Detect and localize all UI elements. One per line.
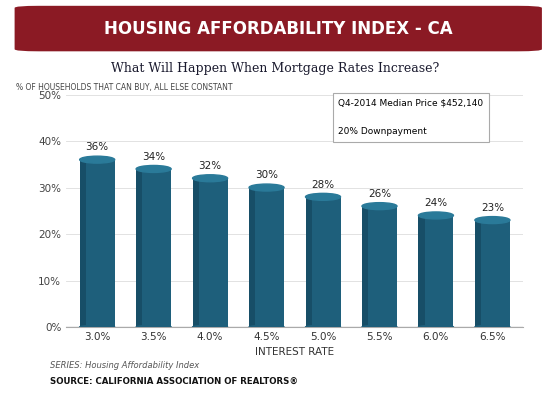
Text: SOURCE: CALIFORNIA ASSOCIATION OF REALTORS®: SOURCE: CALIFORNIA ASSOCIATION OF REALTO…	[50, 377, 298, 386]
Text: 30%: 30%	[255, 170, 278, 180]
Bar	[136, 169, 142, 327]
X-axis label: INTEREST RATE: INTEREST RATE	[255, 348, 334, 357]
Bar	[305, 197, 341, 327]
Bar	[418, 216, 425, 327]
Bar	[475, 220, 481, 327]
Bar	[362, 206, 368, 327]
Text: 32%: 32%	[198, 161, 222, 171]
Text: Q4-2014 Median Price $452,140

20% Downpayment: Q4-2014 Median Price $452,140 20% Downpa…	[338, 98, 483, 136]
Ellipse shape	[249, 325, 284, 329]
Ellipse shape	[80, 325, 115, 329]
Ellipse shape	[418, 212, 453, 219]
Text: 34%: 34%	[142, 152, 165, 162]
Ellipse shape	[475, 325, 510, 329]
Text: 23%: 23%	[481, 203, 504, 213]
Bar	[418, 216, 453, 327]
Ellipse shape	[193, 175, 228, 182]
Text: 36%: 36%	[85, 143, 109, 152]
Ellipse shape	[305, 193, 341, 200]
Bar	[362, 206, 397, 327]
Bar	[475, 220, 510, 327]
Bar	[249, 188, 255, 327]
Ellipse shape	[136, 165, 171, 173]
Ellipse shape	[136, 325, 171, 329]
Text: 26%: 26%	[368, 189, 391, 199]
Text: SERIES: Housing Affordability Index: SERIES: Housing Affordability Index	[50, 361, 199, 370]
Ellipse shape	[249, 184, 284, 191]
Ellipse shape	[305, 325, 341, 329]
Text: % OF HOUSEHOLDS THAT CAN BUY, ALL ELSE CONSTANT: % OF HOUSEHOLDS THAT CAN BUY, ALL ELSE C…	[16, 83, 233, 92]
Text: 24%: 24%	[424, 198, 447, 208]
Bar	[80, 160, 115, 327]
Bar	[80, 160, 86, 327]
Ellipse shape	[193, 325, 228, 329]
Bar	[249, 188, 284, 327]
Bar	[193, 178, 199, 327]
Text: What Will Happen When Mortgage Rates Increase?: What Will Happen When Mortgage Rates Inc…	[111, 63, 440, 75]
Text: HOUSING AFFORDABILITY INDEX - CA: HOUSING AFFORDABILITY INDEX - CA	[104, 20, 452, 38]
FancyBboxPatch shape	[15, 6, 542, 51]
Bar	[305, 197, 312, 327]
Text: 28%: 28%	[311, 180, 334, 190]
Ellipse shape	[80, 156, 115, 163]
Ellipse shape	[362, 325, 397, 329]
Ellipse shape	[418, 325, 453, 329]
Ellipse shape	[475, 217, 510, 223]
Bar	[193, 178, 228, 327]
Ellipse shape	[362, 203, 397, 210]
Bar	[136, 169, 171, 327]
